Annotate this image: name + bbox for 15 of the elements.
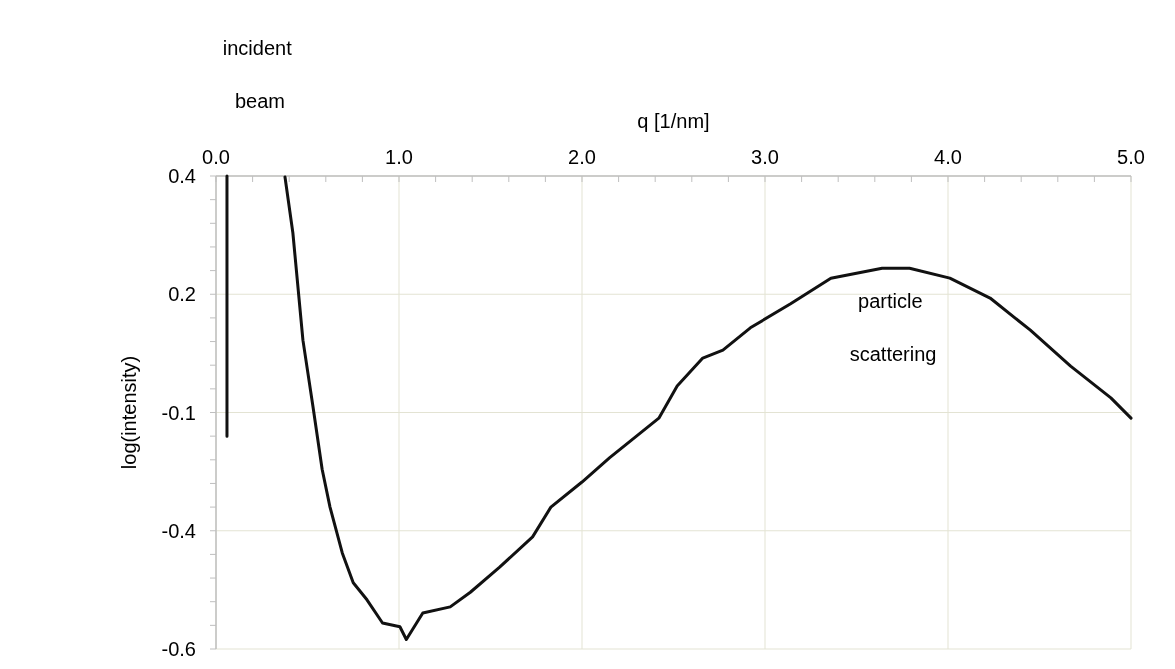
y-tick-label: -0.4	[161, 519, 196, 542]
y-tick-label: -0.1	[161, 401, 196, 424]
x-axis-title: q [1/nm]	[637, 110, 710, 132]
x-tick-label: 1.0	[385, 146, 413, 168]
y-axis-title: log(intensity)	[118, 355, 140, 470]
x-tick-label: 3.0	[751, 146, 779, 168]
x-tick-label: 5.0	[1117, 146, 1145, 168]
y-tick-label: 0.4	[168, 165, 196, 187]
x-tick-label: 2.0	[568, 146, 596, 168]
text: incident beam	[222, 37, 292, 112]
x-tick-label: 4.0	[934, 146, 962, 168]
y-tick-label: 0.2	[168, 283, 196, 306]
y-tick-label: -0.6	[161, 638, 196, 660]
text: particle scattering	[849, 290, 937, 366]
x-tick-label: 0.0	[202, 146, 230, 168]
